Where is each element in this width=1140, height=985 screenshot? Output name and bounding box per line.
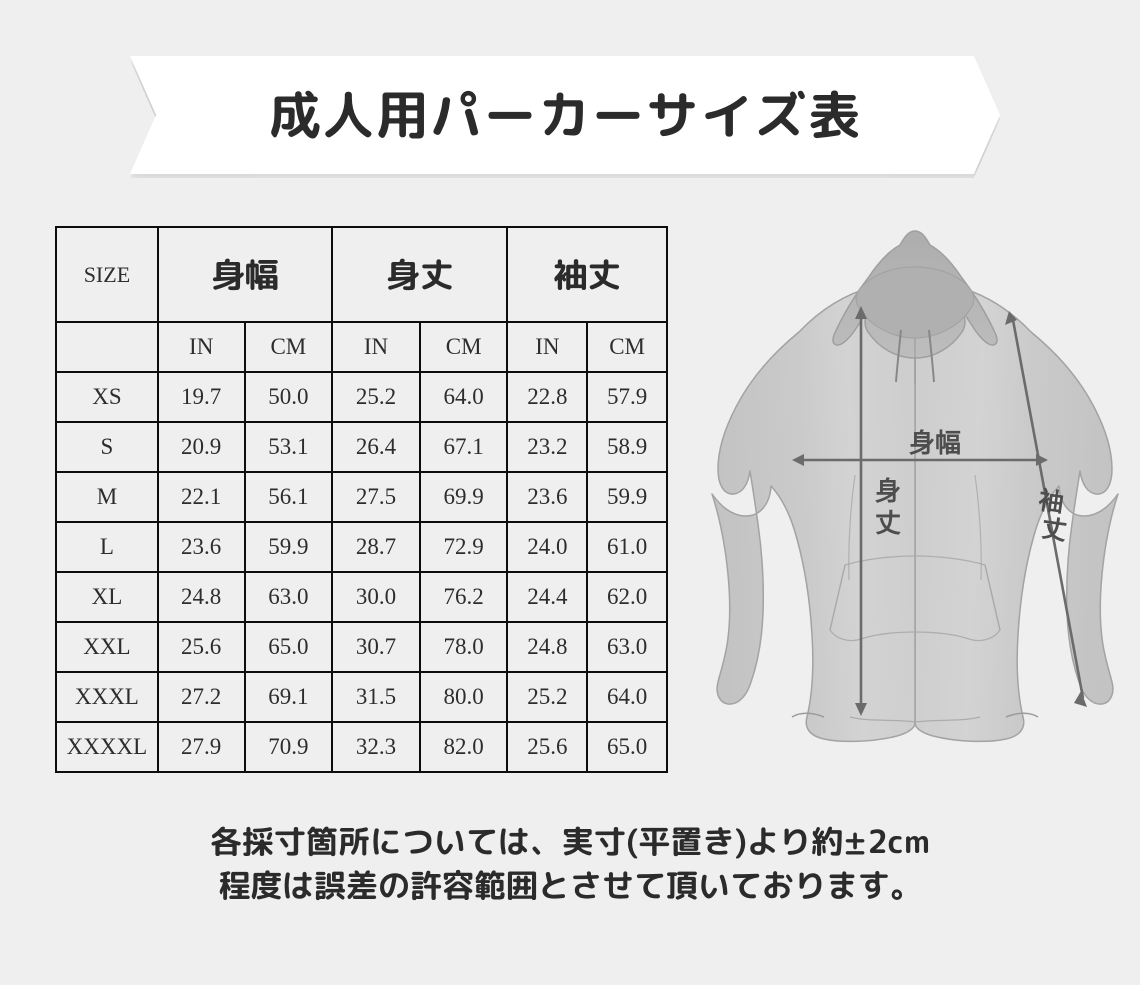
svg-text:身幅: 身幅 — [909, 428, 961, 458]
svg-text:身: 身 — [875, 476, 901, 506]
svg-text:丈: 丈 — [875, 508, 901, 538]
svg-text:丈: 丈 — [1040, 514, 1069, 545]
svg-text:袖: 袖 — [1037, 485, 1066, 517]
